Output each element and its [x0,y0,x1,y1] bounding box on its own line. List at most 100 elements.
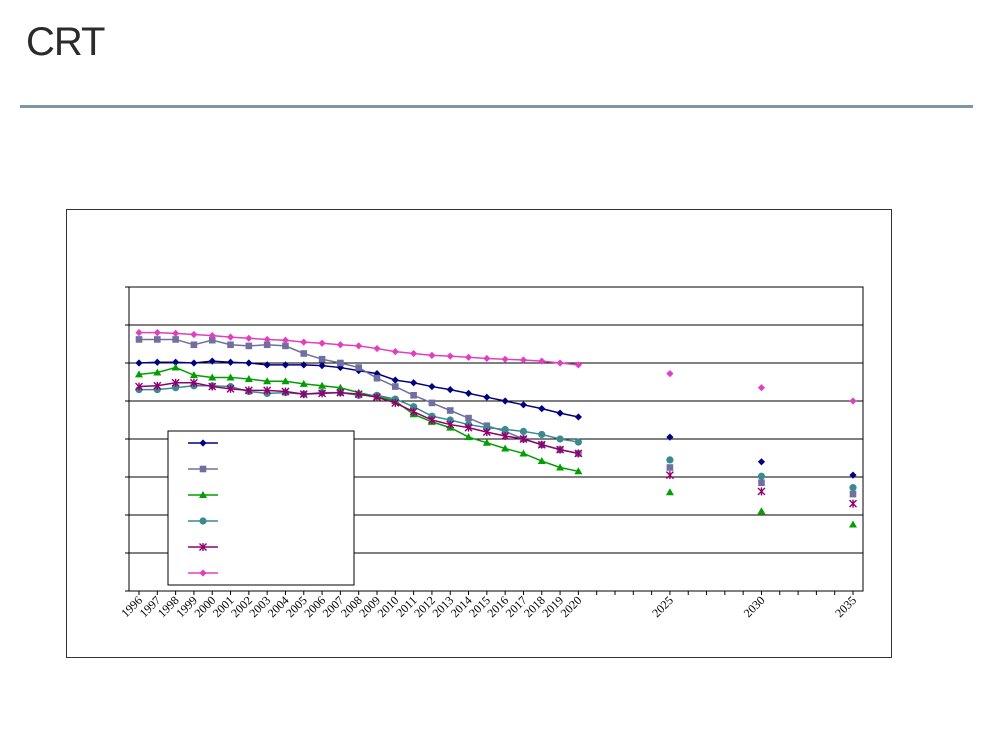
series-5-point [537,440,546,449]
series-6-point [135,329,143,337]
series-3-projection-point [757,507,766,515]
series-2-point [428,399,436,407]
legend-swatch-marker [199,569,207,577]
series-6-point [172,329,180,337]
series-1-point [410,379,418,387]
series-1-projection-point [757,458,766,466]
series-2-point [446,407,454,414]
series-5-point [482,428,491,437]
series-1-point [318,362,326,370]
series-2-point [208,336,216,344]
series-6-point [336,341,344,349]
series-6-point [538,357,546,365]
x-tick-label: 2035 [832,593,859,620]
legend-swatch-marker [199,517,207,525]
series-1-point [336,363,344,372]
series-2-point [245,342,253,350]
series-3-point [537,457,546,465]
series-1-point [263,361,271,369]
series-5-point [153,381,162,390]
series-6-point [501,355,509,363]
crt-logo: CRT [26,20,105,64]
chart-frame: 1996 1997 1998 1999 2000 2001 2002 2003 2004 2005… [66,209,892,658]
series-5-point [556,445,565,454]
series-6-projection-point [757,384,766,392]
series-1-point [135,359,143,367]
series-6-point [226,333,235,341]
series-6-point [483,354,491,363]
series-2-point [263,341,271,349]
series-4-point [410,403,418,411]
series-5-point [171,378,180,387]
series-3-point [153,368,162,376]
series-1-point [153,358,161,366]
series-2-point [300,350,308,357]
series-4-projection-point [666,456,674,464]
series-6-point [190,330,198,339]
series-2-point [410,392,417,399]
series-5-point [574,449,583,458]
series-5-point [501,431,510,440]
series-3-point [135,370,143,378]
series-4-projection-point [757,472,766,480]
series-3-point [189,371,198,379]
series-1-point [464,389,473,397]
legend-swatch-marker [199,543,207,551]
series-1-point [245,359,253,367]
legend-swatch-marker [199,439,207,447]
series-2-projection-point [758,479,765,486]
series-6-point [391,348,399,356]
series-1-point [208,357,216,365]
header-divider [20,105,973,108]
series-3-point [171,363,180,371]
series-2-point [373,374,381,382]
x-tick-label: 2025 [649,593,676,620]
series-3-projection-point [665,488,674,496]
series-3-projection-point [849,520,857,528]
series-5-projection-point [757,487,766,496]
series-1-point [446,386,454,394]
series-6-point [519,356,528,364]
series-3-point [299,379,308,387]
series-5-point [189,378,198,387]
series-3-point [281,377,290,385]
series-1-point [556,409,564,417]
series-1-point [281,361,290,369]
series-1-projection-point [849,471,857,479]
x-tick-label: 2030 [741,593,768,620]
series-5-projection-point [849,499,857,508]
series-5-point [519,435,528,443]
series-6-point [153,329,161,337]
series-2-point [190,341,198,349]
series-5-point [263,386,272,395]
legend-swatch-marker [199,465,207,473]
series-3-point [336,383,345,391]
series-3-point [244,374,253,382]
series-1-point [574,413,582,421]
series-3-point [226,373,235,381]
series-2-point [154,336,161,343]
series-5-point [427,416,436,424]
series-6-point [574,361,582,369]
series-5-projection-point [665,471,674,480]
series-5-point [244,386,253,395]
series-6-projection-point [849,397,857,405]
series-3-point [464,433,473,441]
legend-box [167,430,355,586]
series-1-point [428,382,436,391]
series-2-point [172,336,179,343]
series-1-point [391,376,399,384]
series-2-projection-point [666,464,674,471]
series-5-point [446,420,455,429]
series-1-point [226,358,235,366]
series-6-point [373,344,381,353]
series-5-point [135,382,143,391]
x-tick-label: 2020 [558,593,585,620]
series-5-point [409,407,418,416]
series-6-point [446,352,454,360]
series-1-point [501,397,509,405]
series-1-point [172,358,180,366]
series-4-point [501,425,509,434]
series-6-point [281,336,290,344]
series-4-point [556,435,564,443]
